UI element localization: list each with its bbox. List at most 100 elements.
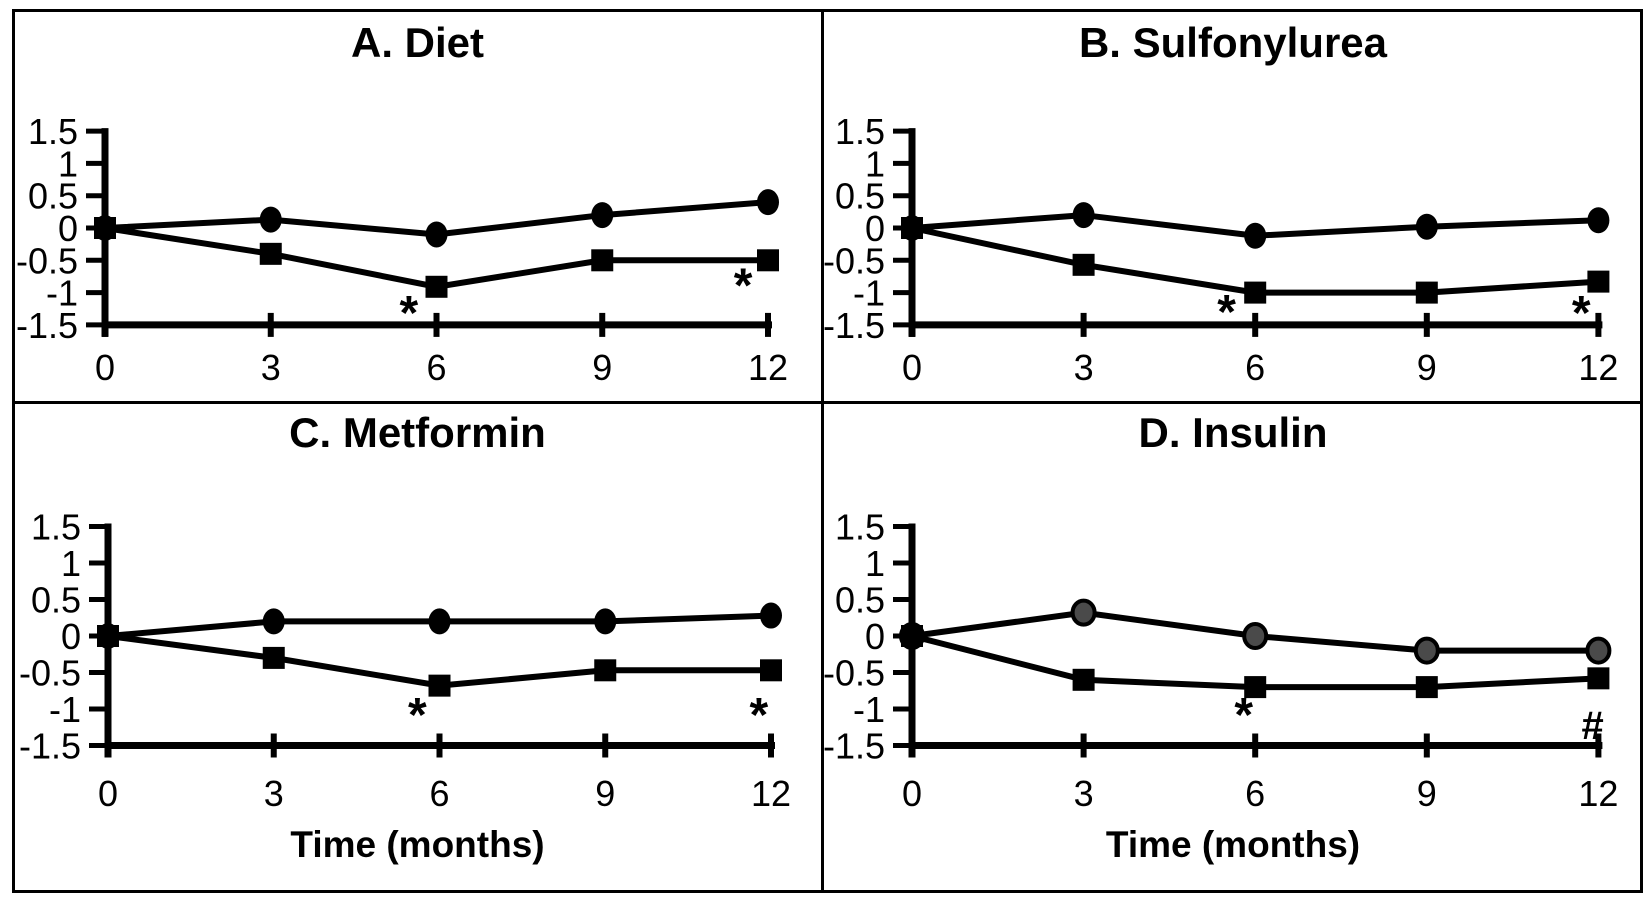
sulfonylurea-chart: 1.510.50-0.5-1-1.50 3 6 9 12* *	[823, 111, 1618, 388]
data-point-marker	[262, 646, 285, 669]
data-point-marker	[760, 602, 782, 629]
y-tick-label: -1	[853, 689, 885, 730]
data-point-marker	[1072, 668, 1095, 691]
x-tick-label: 9	[1417, 347, 1437, 388]
y-tick-label: -0.5	[16, 240, 78, 281]
y-tick-label: 0	[61, 616, 81, 657]
data-point-marker	[94, 217, 116, 239]
x-tick-label: 12	[1578, 773, 1618, 814]
data-point-marker	[259, 242, 282, 265]
annotation-asterisk: *	[734, 259, 753, 312]
panel-title-sulfonylurea: B. Sulfonylurea	[1078, 19, 1388, 66]
annotation-asterisk: *	[750, 689, 769, 742]
x-tick-label: 12	[748, 347, 788, 388]
y-tick-label: 1.5	[835, 111, 885, 152]
data-point-marker	[97, 625, 119, 647]
data-point-marker	[591, 202, 614, 229]
data-point-marker	[425, 275, 448, 298]
y-tick-label: 1.5	[28, 111, 78, 152]
x-tick-label: 9	[1417, 773, 1437, 814]
y-tick-label: -0.5	[19, 653, 81, 694]
x-tick-label: 12	[751, 773, 791, 814]
diet-chart: 1.510.50-0.5-1-1.50 3 6 9 12**	[16, 111, 788, 388]
panel-diet: A. Diet 1.5 1 0.5 0 -0.5 -1 -1.5 0 3 6 9 12 * *	[12, 9, 823, 403]
x-tick-label: 3	[1074, 773, 1094, 814]
data-point-marker	[1587, 207, 1610, 234]
annotation-asterisk: *	[408, 689, 427, 742]
x-tick-label: 0	[902, 347, 922, 388]
x-tick-label: 6	[1245, 773, 1265, 814]
y-tick-label: -1	[49, 689, 81, 730]
data-point-marker	[1242, 622, 1269, 650]
panel-metformin: C. Metformin 1.5 1 0.5 0 -0.5 -1 -1.5 0 3 6 9 12 * * …	[12, 403, 823, 893]
data-point-marker	[1244, 281, 1267, 304]
x-tick-label: 3	[261, 347, 281, 388]
y-tick-label: -1	[46, 273, 78, 314]
x-axis-title-insulin: Time (months)	[1105, 824, 1361, 865]
x-tick-label: 6	[426, 347, 446, 388]
y-tick-label: -1.5	[823, 726, 885, 767]
x-axis-title-metformin: Time (months)	[290, 824, 545, 865]
annotation-asterisk: *	[1217, 286, 1236, 339]
data-point-marker	[594, 608, 617, 635]
data-point-marker	[1072, 253, 1095, 276]
data-point-marker	[428, 608, 451, 635]
data-point-marker	[901, 217, 923, 239]
data-point-marker	[1585, 636, 1612, 665]
annotation-asterisk: *	[1572, 287, 1591, 340]
data-point-marker	[757, 189, 779, 216]
data-point-marker	[901, 625, 923, 647]
data-point-marker	[259, 206, 282, 233]
y-tick-label: -1.5	[16, 305, 78, 346]
data-point-marker	[1244, 676, 1267, 699]
y-tick-label: 0.5	[31, 580, 81, 621]
data-point-marker	[1070, 598, 1097, 627]
x-tick-label: 0	[98, 773, 118, 814]
x-tick-label: 3	[264, 773, 284, 814]
data-point-marker	[1415, 213, 1438, 240]
annotation-hash: #	[1582, 704, 1604, 748]
y-tick-label: -0.5	[823, 240, 885, 281]
data-point-marker	[757, 249, 779, 272]
data-point-marker	[1413, 636, 1440, 665]
y-tick-label: 0	[58, 208, 78, 249]
panel-divider-horizontal	[12, 401, 1643, 404]
x-tick-label: 0	[95, 347, 115, 388]
y-tick-label: 1	[865, 143, 885, 184]
data-point-marker	[425, 221, 448, 248]
data-point-marker	[1072, 202, 1095, 229]
y-tick-label: -1	[853, 273, 885, 314]
data-point-marker	[1415, 676, 1438, 699]
annotation-asterisk: *	[1234, 689, 1253, 742]
y-tick-label: -0.5	[823, 653, 885, 694]
data-point-marker	[262, 608, 285, 635]
data-point-marker	[591, 249, 614, 272]
y-tick-label: 0	[865, 208, 885, 249]
annotation-asterisk: *	[400, 287, 419, 340]
panel-title-metformin: C. Metformin	[289, 409, 546, 456]
x-tick-label: 12	[1578, 347, 1618, 388]
panel-divider-vertical	[821, 9, 824, 893]
y-tick-label: 0	[865, 616, 885, 657]
data-point-marker	[1587, 667, 1610, 690]
x-tick-label: 6	[1245, 347, 1265, 388]
data-point-marker	[760, 659, 782, 682]
panel-sulfonylurea: B. Sulfonylurea 1.5 1 0.5 0 -0.5 -1 -1.5 0 3 6 9 12…	[823, 9, 1643, 403]
insulin-chart: 1.510.50-0.5-1-1.50 3 6 9 12* #	[823, 507, 1618, 815]
y-tick-label: -1.5	[823, 305, 885, 346]
x-tick-label: 9	[595, 773, 615, 814]
figure-border	[12, 9, 1643, 893]
metformin-chart: 1.510.50-0.5-1-1.50 3 6 9 12* *	[19, 507, 791, 815]
data-point-marker	[594, 659, 617, 682]
x-tick-label: 9	[592, 347, 612, 388]
y-tick-label: -1.5	[19, 726, 81, 767]
panel-title-insulin: D. Insulin	[1138, 409, 1328, 456]
y-tick-label: 0.5	[28, 176, 78, 217]
y-tick-label: 1.5	[31, 507, 81, 548]
x-tick-label: 6	[429, 773, 449, 814]
panel-title-diet: A. Diet	[350, 19, 484, 66]
data-point-marker	[428, 674, 451, 697]
panel-insulin: D. Insulin 1.5 1 0.5 0 -0.5 -1 -1.5 0 3 6 9 12 * # Ti…	[823, 403, 1643, 893]
data-point-marker	[1415, 281, 1438, 304]
